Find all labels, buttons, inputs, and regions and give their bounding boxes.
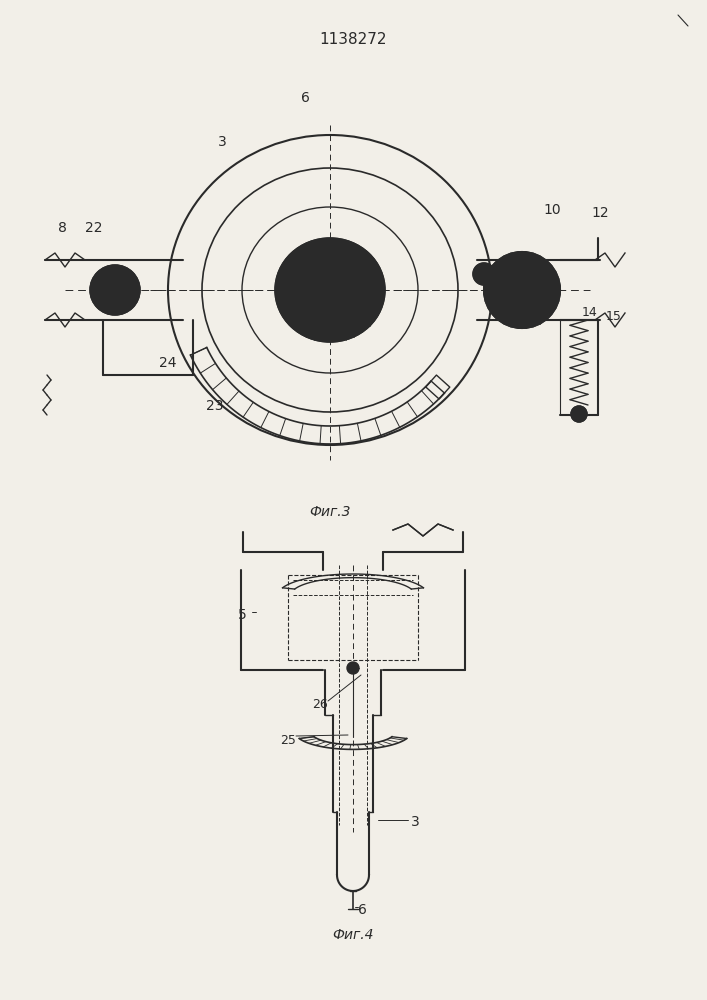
Text: Фиг.4: Фиг.4	[332, 928, 374, 942]
Text: 5: 5	[238, 608, 246, 622]
Circle shape	[326, 286, 334, 294]
Text: 22: 22	[86, 221, 103, 235]
Circle shape	[347, 662, 359, 674]
Text: 23: 23	[206, 399, 223, 413]
Text: 3: 3	[411, 815, 419, 829]
Circle shape	[571, 406, 587, 422]
Text: α: α	[302, 270, 310, 283]
Text: 26: 26	[312, 698, 328, 712]
Circle shape	[473, 263, 495, 285]
Text: Фиг.3: Фиг.3	[309, 505, 351, 519]
Text: 25: 25	[280, 734, 296, 746]
Text: 8: 8	[57, 221, 66, 235]
Text: 10: 10	[543, 203, 561, 217]
Text: 6: 6	[358, 903, 366, 917]
Text: 3: 3	[218, 135, 226, 149]
Text: 12: 12	[591, 206, 609, 220]
Text: 24: 24	[159, 356, 177, 370]
Text: 15: 15	[606, 310, 622, 324]
Ellipse shape	[275, 238, 385, 342]
Ellipse shape	[300, 262, 360, 318]
Circle shape	[90, 265, 140, 315]
Circle shape	[484, 252, 560, 328]
Text: 14: 14	[582, 306, 598, 318]
Text: 6: 6	[300, 91, 310, 105]
Text: 1138272: 1138272	[320, 32, 387, 47]
